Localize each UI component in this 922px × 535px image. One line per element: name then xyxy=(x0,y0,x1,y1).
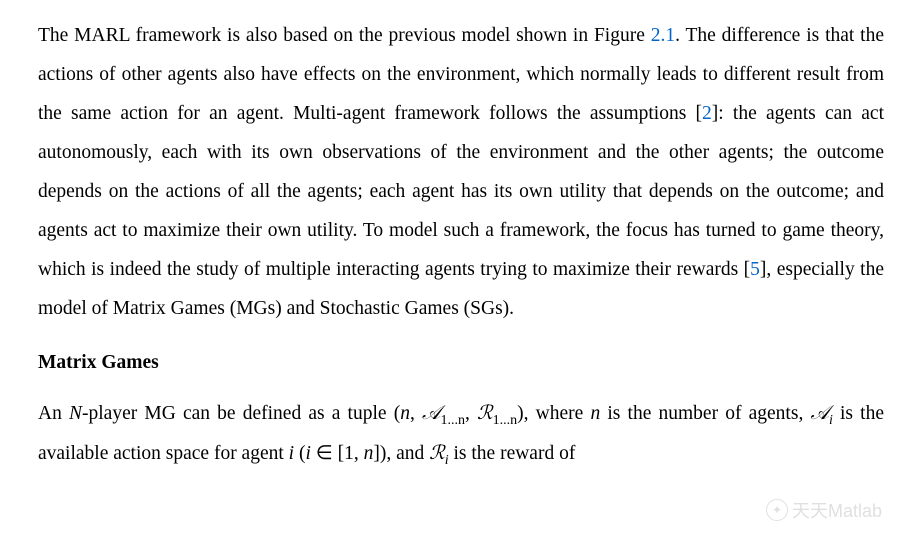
text-segment: , xyxy=(465,403,477,424)
text-segment: ]), and xyxy=(373,443,429,464)
paragraph-matrix-games-def: An N-player MG can be defined as a tuple… xyxy=(38,394,884,474)
heading-matrix-games: Matrix Games xyxy=(38,352,884,374)
text-segment: is the number of agents, xyxy=(600,403,810,424)
text-segment: ∈ [1, xyxy=(311,443,364,464)
text-segment: An xyxy=(38,403,69,424)
math-cal-A: 𝒜1...n xyxy=(422,403,465,424)
text-segment: ]: the agents can act autonomously, each… xyxy=(38,103,884,280)
text-segment: -player MG can be defined as a tuple ( xyxy=(82,403,400,424)
math-var-n: n xyxy=(400,403,410,424)
text-segment: is the reward of xyxy=(449,443,576,464)
math-var-n: n xyxy=(364,443,374,464)
wechat-icon: ✦ xyxy=(766,499,788,521)
math-cal-Ri: ℛi xyxy=(429,443,448,464)
watermark-text: 天天Matlab xyxy=(792,497,882,523)
citation-link[interactable]: 2 xyxy=(702,103,712,124)
text-segment: ( xyxy=(294,443,305,464)
math-var-N: N xyxy=(69,403,82,424)
math-var-n: n xyxy=(590,403,600,424)
math-cal-R: ℛ1...n xyxy=(477,403,517,424)
text-segment: The MARL framework is also based on the … xyxy=(38,25,651,46)
math-cal-Ai: 𝒜i xyxy=(810,403,832,424)
text-segment: , xyxy=(410,403,422,424)
text-segment: ), where xyxy=(517,403,590,424)
citation-link[interactable]: 5 xyxy=(750,259,760,280)
figure-ref-link[interactable]: 2.1 xyxy=(651,25,675,46)
paragraph-marl-framework: The MARL framework is also based on the … xyxy=(38,16,884,328)
watermark: ✦ 天天Matlab xyxy=(766,497,882,523)
